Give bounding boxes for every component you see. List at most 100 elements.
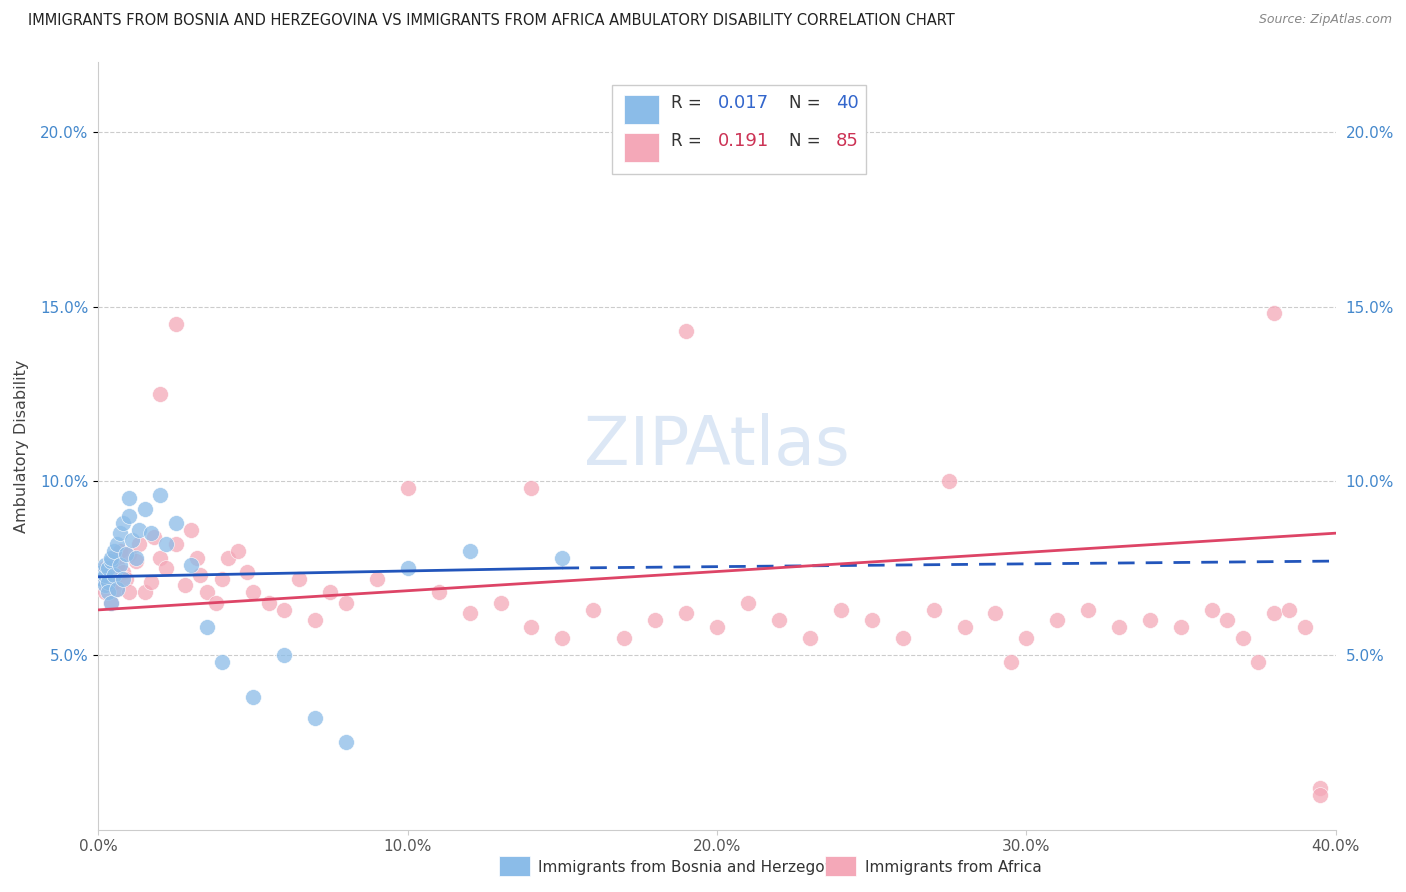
Point (112, 516, 135, 530)
Point (1309, 788, 1331, 802)
Point (195, 620, 218, 634)
Point (134, 501, 156, 516)
Point (97, 561, 120, 575)
Point (984, 607, 1007, 621)
Point (103, 543, 125, 558)
Point (1294, 620, 1316, 634)
Point (105, 536, 128, 550)
Point (211, 655, 233, 669)
Point (799, 631, 821, 645)
Point (100, 596, 122, 610)
Point (922, 603, 945, 617)
Point (100, 554, 122, 568)
FancyBboxPatch shape (612, 86, 866, 174)
Point (118, 508, 141, 523)
Point (195, 585, 218, 599)
Point (97, 568, 120, 582)
Point (217, 550, 239, 565)
Point (118, 585, 141, 599)
Point (165, 536, 187, 550)
Text: 0.191: 0.191 (718, 132, 769, 150)
Point (242, 690, 264, 704)
Point (112, 572, 135, 586)
Text: Source: ZipAtlas.com: Source: ZipAtlas.com (1258, 13, 1392, 27)
Point (1309, 780, 1331, 795)
Point (93, 585, 115, 599)
Text: IMMIGRANTS FROM BOSNIA AND HERZEGOVINA VS IMMIGRANTS FROM AFRICA AMBULATORY DISA: IMMIGRANTS FROM BOSNIA AND HERZEGOVINA V… (28, 13, 955, 29)
Point (226, 543, 249, 558)
Point (134, 585, 156, 599)
Point (768, 125, 790, 139)
Point (768, 613, 790, 627)
Point (121, 533, 143, 548)
Point (115, 547, 138, 561)
Point (103, 574, 125, 589)
Point (335, 596, 357, 610)
Point (174, 578, 197, 592)
Point (551, 550, 574, 565)
Point (1139, 613, 1161, 627)
Point (180, 523, 202, 537)
Point (458, 607, 481, 621)
Point (257, 596, 280, 610)
Point (108, 558, 131, 572)
Point (93, 558, 115, 572)
Point (180, 558, 202, 572)
Point (112, 565, 135, 579)
Point (366, 572, 388, 586)
Point (93, 578, 115, 592)
Text: R =: R = (671, 94, 702, 112)
Point (1000, 655, 1022, 669)
Point (236, 565, 259, 579)
Point (613, 631, 636, 645)
Point (100, 550, 122, 565)
Text: 40: 40 (835, 94, 859, 112)
Point (97, 574, 120, 589)
Point (1201, 603, 1223, 617)
Point (1232, 631, 1254, 645)
Text: 0.017: 0.017 (718, 94, 769, 112)
Point (124, 550, 146, 565)
Point (520, 620, 543, 634)
Point (1077, 603, 1099, 617)
Point (860, 613, 883, 627)
Point (396, 481, 419, 495)
Point (335, 735, 357, 749)
Text: N =: N = (789, 94, 821, 112)
Point (93, 568, 115, 582)
Point (737, 596, 759, 610)
Point (706, 620, 728, 634)
Point (190, 568, 212, 582)
Point (165, 516, 187, 530)
Point (105, 582, 128, 596)
Point (458, 543, 481, 558)
Point (103, 568, 125, 582)
Point (100, 565, 122, 579)
Point (319, 585, 342, 599)
Point (108, 543, 131, 558)
Point (165, 317, 187, 331)
Point (891, 631, 914, 645)
Point (1278, 603, 1301, 617)
Point (304, 711, 326, 725)
Point (1046, 613, 1069, 627)
FancyBboxPatch shape (624, 133, 659, 162)
Text: ZIPAtlas: ZIPAtlas (583, 413, 851, 479)
Point (90, 572, 112, 586)
Point (1263, 607, 1285, 621)
Point (115, 572, 138, 586)
Point (1247, 655, 1270, 669)
Point (273, 603, 295, 617)
Point (1216, 613, 1239, 627)
Point (953, 620, 976, 634)
Point (143, 530, 166, 544)
Point (304, 613, 326, 627)
Point (90, 565, 112, 579)
Point (273, 648, 295, 663)
Point (644, 613, 666, 627)
Point (186, 550, 208, 565)
Point (830, 603, 852, 617)
Point (139, 574, 162, 589)
Point (1170, 620, 1192, 634)
Point (396, 561, 419, 575)
